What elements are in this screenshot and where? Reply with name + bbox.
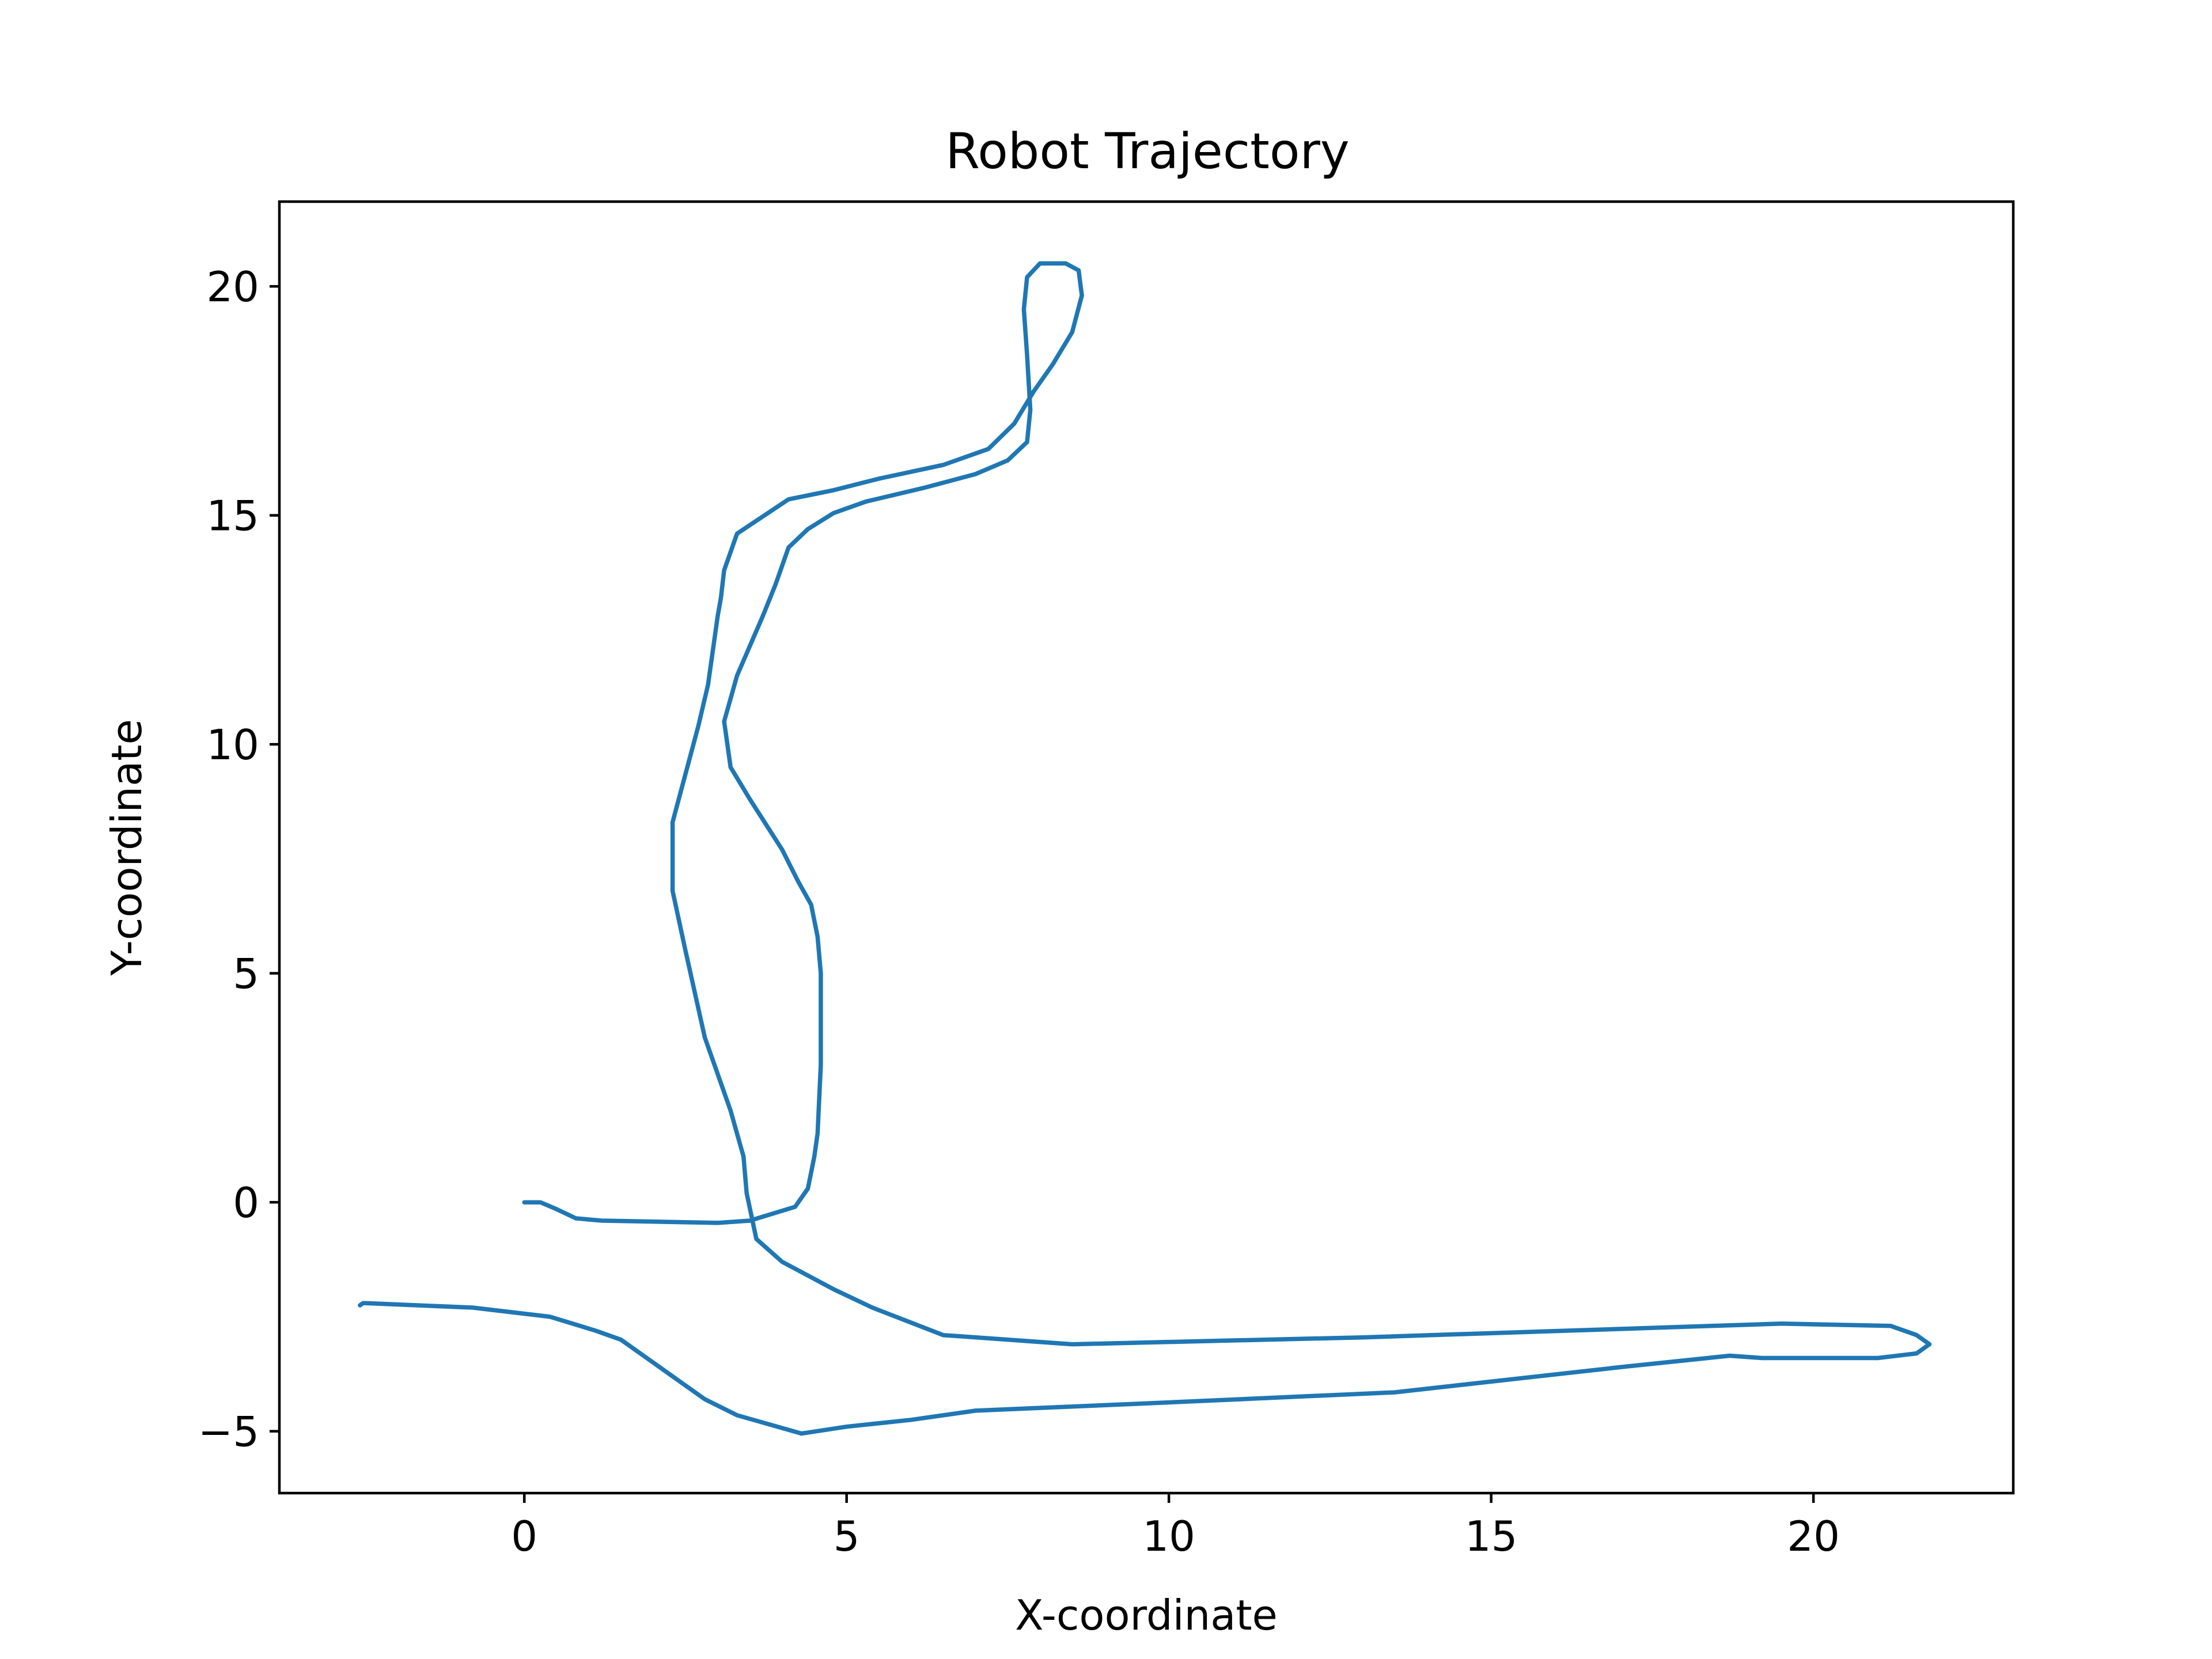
y-tick-label: 20 [206,263,259,311]
x-tick-label: 0 [511,1512,537,1560]
y-tick-label: −5 [198,1408,259,1456]
y-tick-label: 0 [233,1179,259,1227]
y-axis-ticks: −5 0 5 10 15 20 [198,263,279,1456]
x-axis-label: X-coordinate [1015,1591,1278,1639]
y-tick-label: 10 [206,721,259,769]
y-axis-label: Y-coordinate [103,719,151,976]
x-axis-ticks: 0 5 10 15 20 [511,1493,1840,1560]
x-tick-label: 5 [834,1512,860,1560]
trajectory-line [358,261,1932,1436]
x-tick-label: 20 [1787,1512,1840,1560]
x-tick-label: 10 [1142,1512,1195,1560]
chart-title: Robot Trajectory [945,123,1349,180]
y-tick-label: 15 [206,492,259,540]
x-tick-label: 15 [1465,1512,1518,1560]
axes-frame [278,200,2015,1495]
plot-area [278,200,2015,1495]
y-tick-label: 5 [233,950,259,998]
